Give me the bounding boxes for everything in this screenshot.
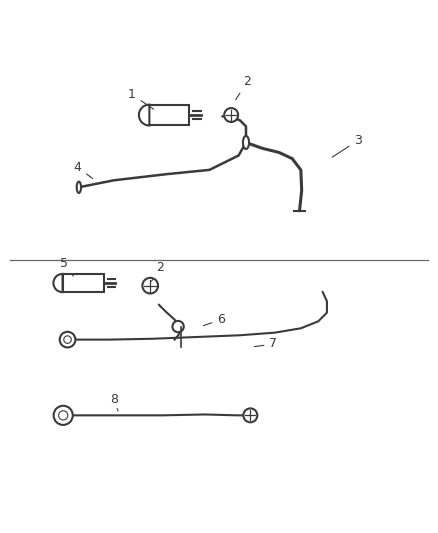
Circle shape [53, 406, 73, 425]
Ellipse shape [243, 136, 249, 149]
Wedge shape [139, 104, 149, 125]
Circle shape [64, 336, 71, 343]
Circle shape [59, 411, 68, 420]
Text: 6: 6 [203, 313, 225, 326]
Text: 5: 5 [60, 256, 73, 276]
Text: 4: 4 [74, 161, 93, 179]
Bar [149, 104, 188, 125]
Wedge shape [53, 274, 63, 292]
Text: 7: 7 [254, 337, 277, 351]
Text: 3: 3 [332, 134, 362, 157]
Circle shape [173, 321, 184, 332]
Text: 1: 1 [128, 88, 154, 109]
Circle shape [244, 408, 257, 422]
Circle shape [60, 332, 75, 348]
Text: 8: 8 [110, 393, 118, 411]
Bar [63, 274, 104, 292]
Text: 2: 2 [236, 75, 251, 100]
Circle shape [142, 278, 158, 294]
Ellipse shape [77, 182, 81, 193]
Text: 2: 2 [152, 261, 164, 281]
Circle shape [224, 108, 238, 122]
